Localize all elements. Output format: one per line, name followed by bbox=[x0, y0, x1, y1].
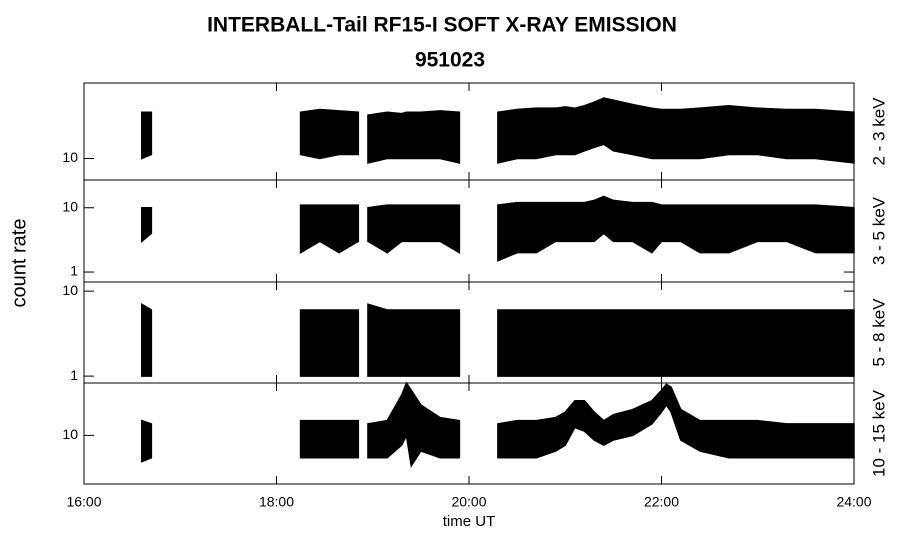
y-tick-label: 1 bbox=[70, 367, 78, 383]
count-rate-band bbox=[141, 381, 855, 468]
x-tick-label: 16:00 bbox=[66, 494, 101, 510]
y-axis-label: count rate bbox=[8, 219, 30, 308]
panel-label: 3 - 5 keV bbox=[869, 196, 888, 265]
count-rate-band bbox=[141, 97, 855, 164]
panel-label: 2 - 3 keV bbox=[869, 97, 888, 166]
y-tick-label: 10 bbox=[62, 426, 78, 442]
count-rate-band bbox=[141, 302, 855, 377]
chart-subtitle: 951023 bbox=[415, 49, 485, 72]
y-tick-label: 10 bbox=[62, 198, 78, 214]
x-tick-label: 24:00 bbox=[836, 494, 871, 510]
panel-frame bbox=[83, 382, 855, 485]
x-tick-label: 20:00 bbox=[451, 494, 486, 510]
x-tick-label: 18:00 bbox=[259, 494, 294, 510]
chart-title: INTERBALL-Tail RF15-I SOFT X-RAY EMISSIO… bbox=[207, 14, 677, 37]
x-tick-label: 22:00 bbox=[644, 494, 679, 510]
y-tick-label: 1 bbox=[70, 263, 78, 279]
panel-label: 10 - 15 keV bbox=[869, 389, 888, 477]
count-rate-band bbox=[141, 195, 855, 262]
y-tick-label: 10 bbox=[62, 149, 78, 165]
y-tick-label: 10 bbox=[62, 282, 78, 298]
panel-label: 5 - 8 keV bbox=[869, 298, 888, 367]
x-axis-label: time UT bbox=[443, 513, 496, 530]
